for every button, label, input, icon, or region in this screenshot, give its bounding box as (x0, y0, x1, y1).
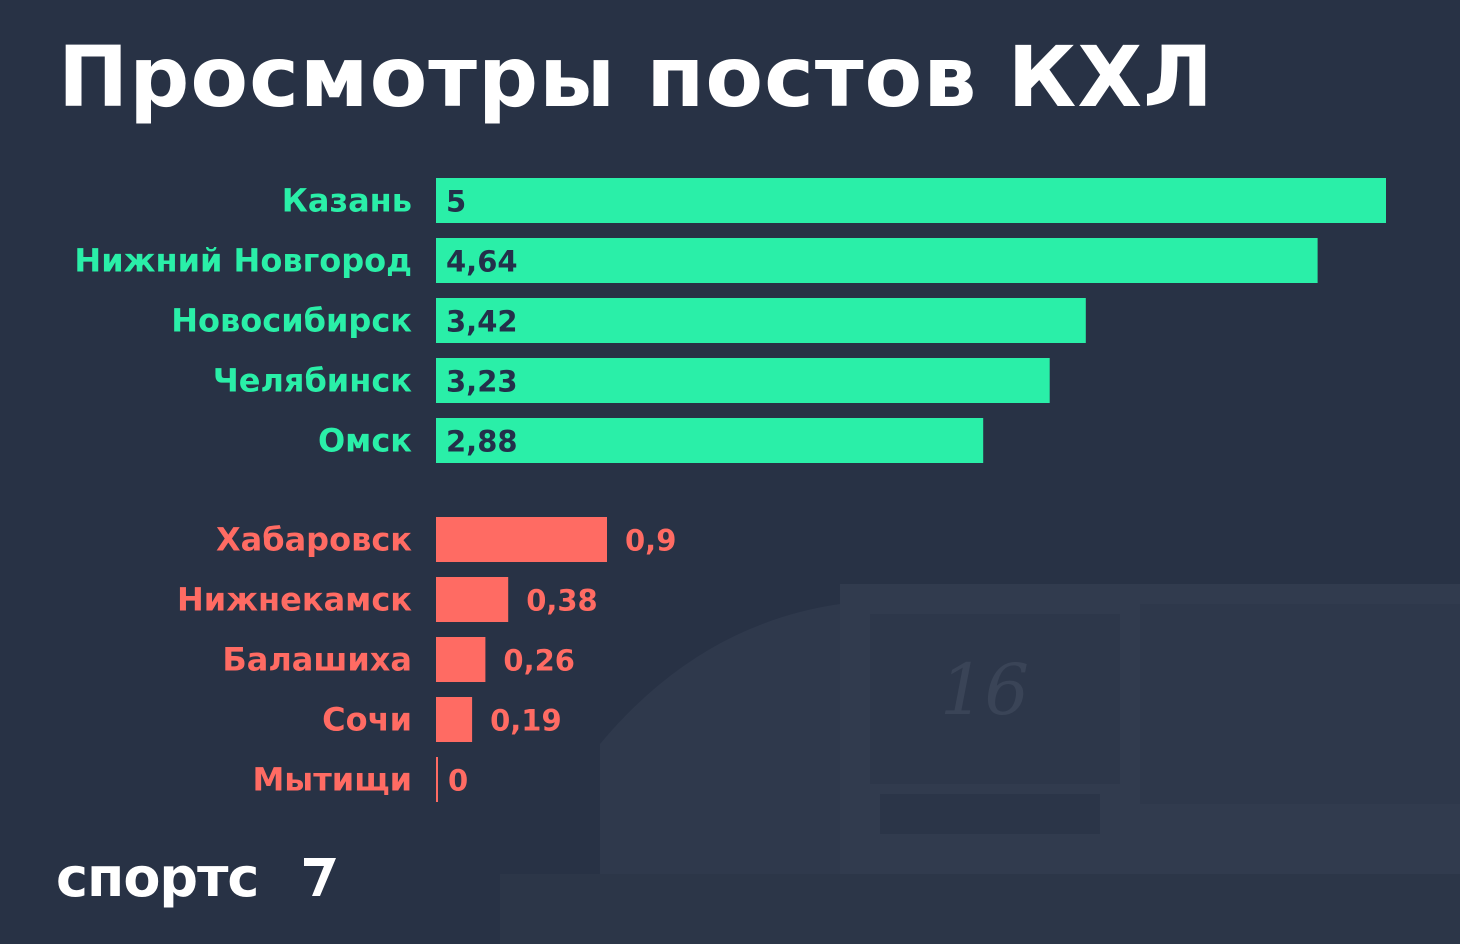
category-label-bottom-2: Балашиха (222, 641, 412, 679)
value-label-top-4: 2,88 (446, 425, 518, 459)
category-label-top-4: Омск (318, 422, 412, 460)
value-label-top-0: 5 (446, 185, 466, 219)
value-label-top-2: 3,42 (446, 305, 518, 339)
bar-bottom-1 (436, 577, 509, 622)
logo-mark-icon (304, 858, 336, 896)
bar-top-0 (436, 178, 1386, 223)
value-label-top-3: 3,23 (446, 365, 518, 399)
category-label-bottom-4: Мытищи (252, 761, 412, 799)
bar-top-3 (436, 358, 1050, 403)
category-label-top-3: Челябинск (213, 362, 412, 400)
value-label-bottom-0: 0,9 (625, 524, 676, 558)
value-label-bottom-4: 0 (448, 764, 468, 798)
bar-top-2 (436, 298, 1086, 343)
value-label-bottom-2: 0,26 (503, 644, 575, 678)
bar-top-4 (436, 418, 984, 463)
chart-title: Просмотры постов КХЛ (58, 28, 1214, 126)
value-label-bottom-3: 0,19 (490, 704, 562, 738)
bar-bottom-4 (436, 757, 438, 802)
category-label-top-0: Казань (282, 182, 412, 220)
bar-bottom-0 (436, 517, 607, 562)
category-label-top-2: Новосибирск (171, 302, 412, 340)
value-label-top-1: 4,64 (446, 245, 518, 279)
arena-background-image: 16 (500, 584, 1460, 944)
bar-top-1 (436, 238, 1318, 283)
value-label-bottom-1: 0,38 (526, 584, 598, 618)
sports-logo: спортс (56, 846, 259, 909)
bar-bottom-2 (436, 637, 486, 682)
category-label-bottom-0: Хабаровск (216, 521, 412, 559)
category-label-top-1: Нижний Новгород (74, 242, 412, 280)
svg-text:16: 16 (940, 649, 1029, 731)
category-label-bottom-3: Сочи (322, 701, 412, 739)
bar-bottom-3 (436, 697, 473, 742)
category-label-bottom-1: Нижнекамск (177, 581, 412, 619)
